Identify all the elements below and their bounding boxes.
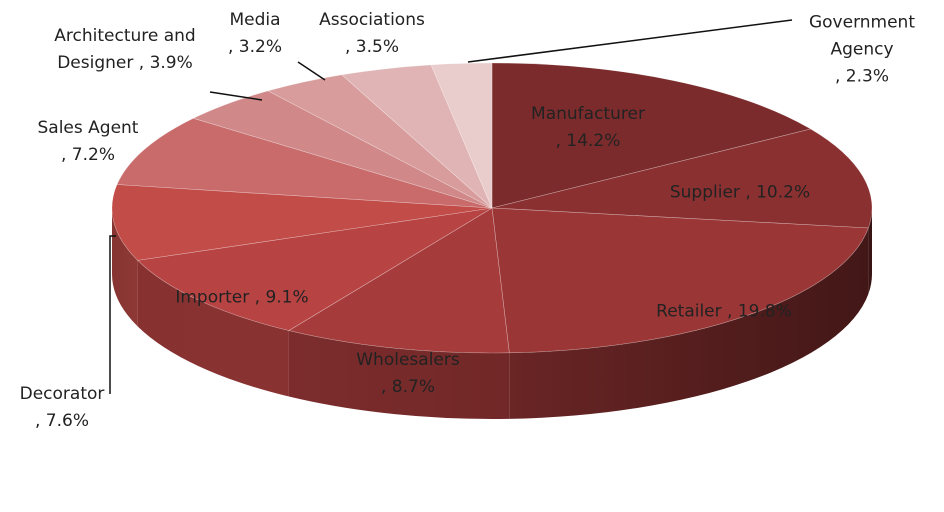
value-label: , 7.6%: [35, 411, 89, 431]
slice-label: Importer , 9.1%: [142, 285, 342, 312]
category-label: Sales Agent: [37, 118, 139, 138]
slice-label: Wholesalers , 8.7%: [308, 347, 508, 401]
value-label: , 8.7%: [381, 377, 435, 397]
slice-label: Decorator , 7.6%: [0, 381, 132, 435]
pie-side: [868, 208, 872, 294]
category-label: Media: [229, 10, 281, 30]
slice-label: Retailer , 19.8%: [614, 299, 834, 326]
slice-label: Supplier , 10.2%: [630, 180, 850, 207]
leader-line: [209, 91, 263, 101]
category-label: Architecture and Designer: [54, 26, 196, 73]
value-label: , 7.2%: [61, 145, 115, 165]
pie-slice: [111, 184, 493, 261]
value-label: , 3.2%: [228, 37, 282, 57]
slice-label: Architecture and Designer , 3.9%: [50, 23, 200, 77]
value-label: , 9.1%: [254, 287, 309, 308]
pie-slice: [491, 62, 812, 209]
value-label: , 2.3%: [835, 66, 889, 87]
pie-slice: [116, 117, 493, 209]
pie-side: [112, 208, 138, 327]
value-label: , 19.8%: [727, 301, 792, 322]
category-label: Supplier: [669, 182, 740, 203]
value-label: , 3.9%: [138, 53, 193, 73]
category-label: Decorator: [19, 384, 105, 404]
category-label: Manufacturer: [531, 104, 645, 124]
pie-side: [137, 260, 289, 397]
leader-line: [467, 19, 793, 63]
category-label: Wholesalers: [356, 350, 460, 370]
pie-slice: [288, 207, 510, 354]
value-label: , 10.2%: [745, 182, 811, 203]
pie-slice: [137, 207, 493, 331]
category-label: Importer: [175, 287, 250, 308]
pie-slice: [341, 64, 493, 209]
pie-slice: [192, 90, 493, 209]
leader-line: [297, 61, 326, 81]
slice-label: Sales Agent , 7.2%: [33, 115, 143, 169]
pie-slice: [491, 128, 873, 229]
category-label: Associations: [319, 10, 425, 30]
slice-label: Media , 3.2%: [210, 7, 300, 61]
pie-slice: [491, 207, 869, 354]
pie-slice: [430, 62, 493, 209]
category-label: Government Agency: [808, 12, 916, 60]
pie-side: [509, 227, 869, 419]
slice-label: Manufacturer , 14.2%: [488, 101, 688, 155]
pie-side: [288, 330, 510, 419]
category-label: Retailer: [656, 301, 722, 322]
slice-label: Government Agency , 2.3%: [797, 10, 927, 91]
leader-line: [109, 235, 116, 394]
value-label: , 14.2%: [555, 131, 621, 151]
slice-label: Associations , 3.5%: [307, 7, 437, 61]
pie-slice: [267, 74, 493, 209]
value-label: , 3.5%: [345, 37, 399, 57]
